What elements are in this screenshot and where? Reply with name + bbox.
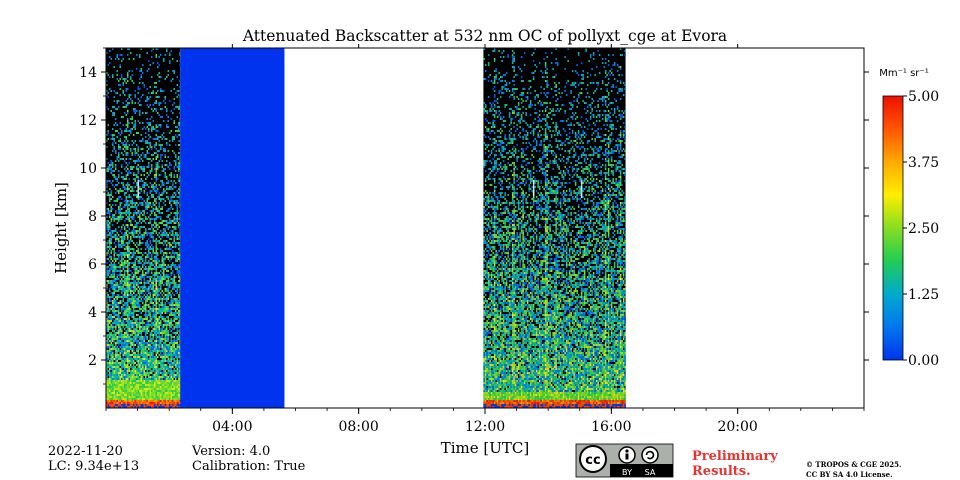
y-axis-label: Height [km] [52, 182, 70, 274]
constant-fill-block [180, 48, 285, 408]
colorbar-tick-label: 1.25 [908, 287, 939, 303]
y-tick-label: 2 [88, 353, 97, 369]
y-tick-label: 14 [79, 65, 97, 81]
share-alike-icon [641, 446, 659, 464]
colorbar-tick-label: 5.00 [908, 89, 939, 105]
x-tick-label: 04:00 [212, 419, 252, 435]
colorbar-tick-label: 2.50 [908, 221, 939, 237]
x-tick-label: 08:00 [338, 419, 378, 435]
badge-sa-label: SA [645, 468, 656, 477]
cc-license-badge: cc BY SA [575, 443, 674, 478]
y-tick-label: 10 [79, 161, 97, 177]
footer-version: Version: 4.0 [192, 444, 271, 459]
y-tick-label: 12 [79, 113, 97, 129]
copyright-notice: © TROPOS & CGE 2025. CC BY SA 4.0 Licens… [806, 460, 901, 480]
footer-lc: LC: 9.34e+13 [48, 459, 140, 474]
footer-date: 2022-11-20 [48, 444, 123, 459]
y-tick-label: 8 [88, 209, 97, 225]
chart-title: Attenuated Backscatter at 532 nm OC of p… [242, 27, 727, 45]
y-tick-label: 6 [88, 257, 97, 273]
colorbar-gradient [882, 95, 904, 361]
y-tick-label: 4 [88, 305, 97, 321]
colorbar: Mm⁻¹ sr⁻¹ 0.00 1.25 2.50 3.75 5.00 [879, 68, 939, 369]
plot-area [106, 48, 626, 408]
x-tick-label: 20:00 [717, 419, 757, 435]
y-axis: 2 4 6 8 10 12 14 [79, 47, 869, 385]
x-axis: 04:00 08:00 12:00 16:00 20:00 [105, 44, 865, 435]
copyright-line-2: CC BY SA 4.0 License. [806, 470, 893, 479]
colorbar-unit-label: Mm⁻¹ sr⁻¹ [879, 68, 928, 79]
colorbar-tick-label: 0.00 [908, 353, 939, 369]
x-tick-label: 16:00 [591, 419, 631, 435]
x-axis-label: Time [UTC] [441, 439, 530, 457]
badge-by-label: BY [622, 468, 632, 477]
copyright-line-1: © TROPOS & CGE 2025. [806, 460, 902, 469]
data-segment-1 [106, 48, 181, 408]
preliminary-results-note: Preliminary Results. [692, 449, 778, 479]
data-segment-2 [180, 48, 285, 408]
x-tick-label: 12:00 [465, 419, 505, 435]
data-segment-3 [483, 48, 626, 408]
footer-calibration: Calibration: True [192, 459, 306, 474]
cc-icon [579, 445, 607, 473]
colorbar-tick-label: 3.75 [908, 155, 939, 171]
